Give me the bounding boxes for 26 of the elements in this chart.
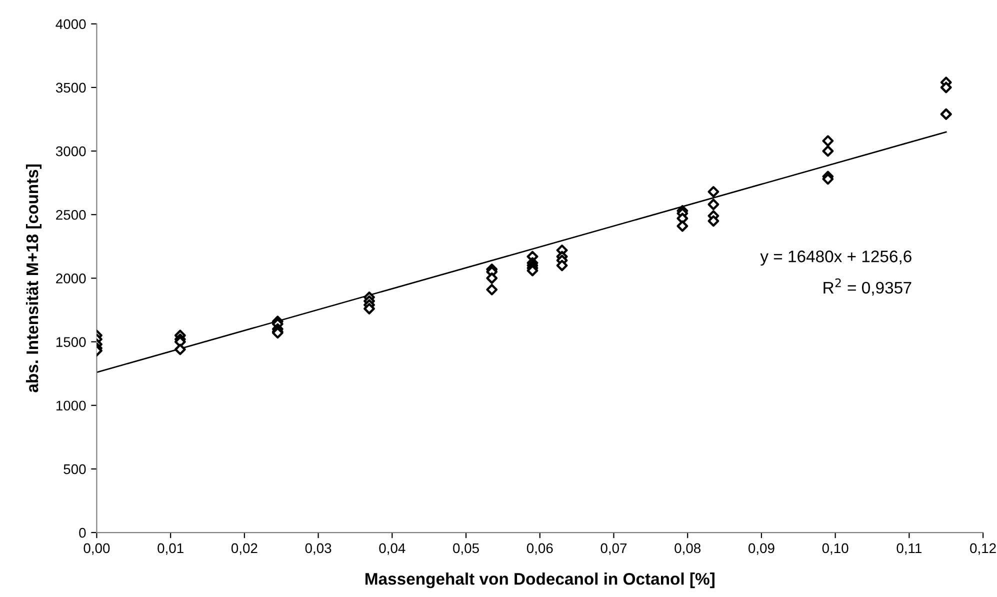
annotation: R$^{2}$ = 0,9357 [824, 278, 912, 296]
x-tick-label: 0,02 [231, 543, 258, 555]
x-tick-label: 0,12 [970, 543, 996, 555]
annotation: y = 16480x + 1256,6 [760, 250, 912, 266]
y-tick-label: 1500 [56, 337, 86, 347]
x-axis-title: Massengehalt von Dodecanol in Octanol [%] [366, 572, 714, 588]
x-tick-label: 0,03 [305, 543, 332, 555]
x-tick-label: 0,04 [379, 543, 406, 555]
x-tick-label: 0,00 [84, 543, 110, 555]
x-tick-label: 0,05 [453, 543, 479, 555]
y-tick-label: 1000 [56, 400, 86, 411]
y-tick-label: 2500 [56, 210, 86, 220]
y-tick-label: 3000 [56, 146, 86, 156]
x-tick-label: 0,08 [674, 543, 701, 555]
y-tick-label: 500 [64, 464, 86, 474]
x-tick-label: 0,07 [600, 543, 627, 555]
y-tick-label: 2000 [56, 274, 86, 284]
y-tick-label: 3500 [56, 82, 86, 93]
x-tick-label: 0,11 [896, 543, 922, 555]
y-tick-label: 4000 [56, 19, 86, 30]
x-tick-label: 0,06 [526, 543, 553, 555]
y-axis-title: abs. Intensität M+18 [counts] [26, 164, 42, 392]
y-tick-label: 0 [79, 528, 86, 538]
x-tick-label: 0,01 [158, 543, 184, 555]
x-tick-label: 0,10 [822, 543, 848, 555]
x-tick-label: 0,09 [748, 543, 774, 555]
